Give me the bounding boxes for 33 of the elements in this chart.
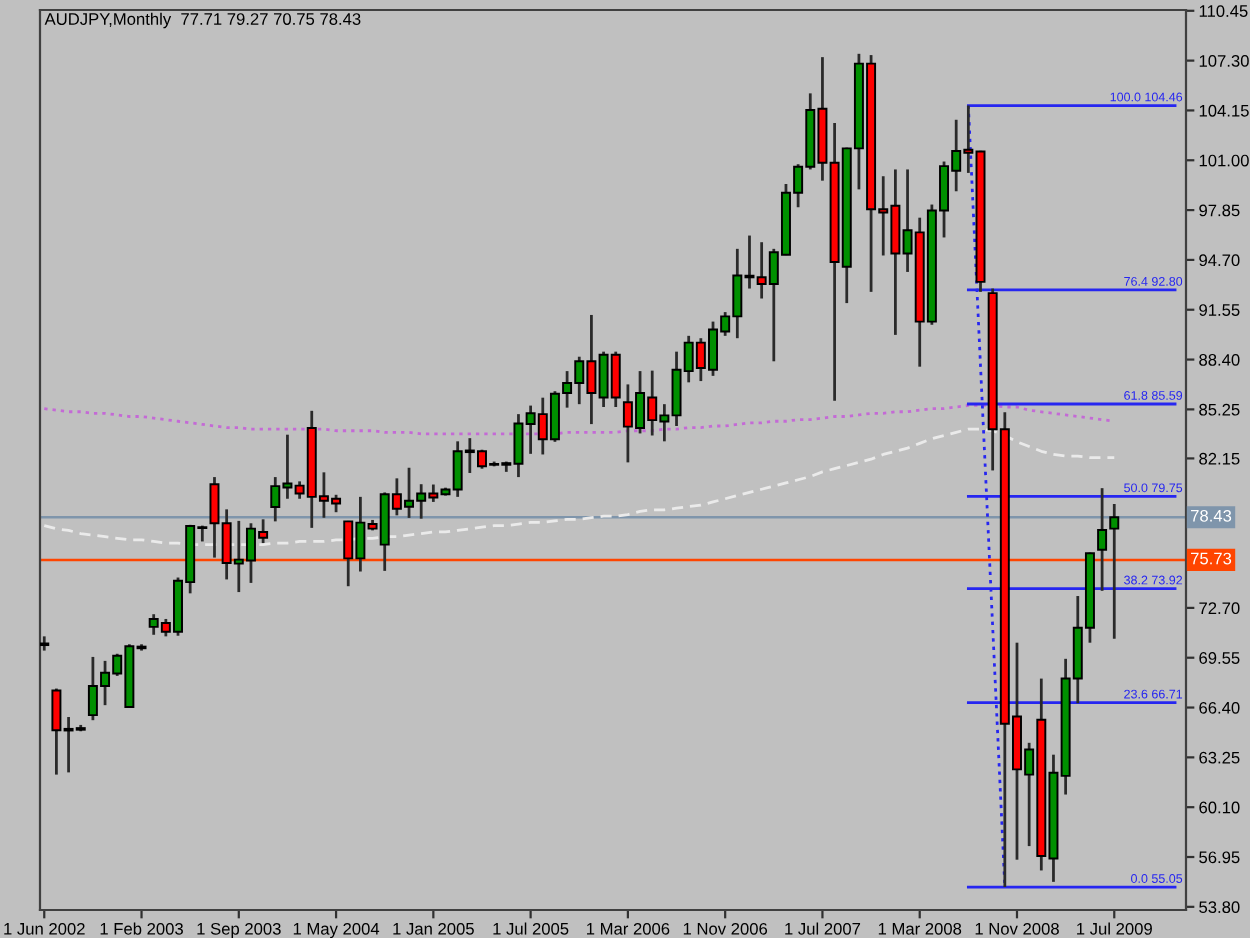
y-tick-label: 63.25 — [1199, 751, 1240, 764]
chart-title: AUDJPY,Monthly 77.71 79.27 70.75 78.43 — [44, 12, 361, 29]
y-tick-label: 104.15 — [1199, 104, 1249, 117]
x-tick-label: 1 Mar 2006 — [587, 922, 670, 935]
y-tick-label: 94.70 — [1199, 254, 1240, 267]
x-tick-label: 1 Feb 2003 — [100, 922, 183, 935]
y-tick-label: 101.00 — [1199, 154, 1249, 167]
x-tick-label: 1 Nov 2008 — [975, 922, 1059, 935]
y-tick-label: 82.15 — [1199, 452, 1240, 465]
y-tick-label: 97.85 — [1199, 204, 1240, 217]
y-tick-label: 107.30 — [1199, 55, 1249, 67]
y-tick-label: 69.55 — [1199, 652, 1240, 664]
x-tick-label: 1 Jun 2002 — [4, 922, 85, 935]
x-tick-label: 1 Jul 2007 — [785, 922, 861, 935]
x-tick-label: 1 Jan 2005 — [393, 922, 474, 935]
y-tick-label: 56.95 — [1199, 851, 1240, 864]
y-tick-label: 66.40 — [1199, 701, 1240, 714]
y-tick-label: 91.55 — [1199, 304, 1240, 316]
y-tick-label: 72.70 — [1199, 602, 1240, 615]
ref-line-label: 75.73 — [1191, 552, 1232, 565]
y-tick-label: 53.80 — [1199, 901, 1240, 914]
x-tick-label: 1 Mar 2008 — [878, 922, 962, 935]
candlestick — [40, 634, 50, 652]
x-tick-label: 1 Jul 2005 — [493, 922, 569, 935]
y-tick-label: 85.25 — [1199, 403, 1240, 416]
x-tick-label: 1 Sep 2003 — [197, 922, 281, 938]
y-tick-label: 110.45 — [1199, 5, 1248, 17]
ref-line-label: 78.43 — [1191, 509, 1232, 522]
y-tick-label: 60.10 — [1199, 801, 1240, 814]
x-tick-label: 1 May 2004 — [293, 922, 380, 938]
x-tick-label: 1 Nov 2006 — [683, 922, 768, 935]
x-tick-label: 1 Jul 2009 — [1077, 922, 1152, 935]
y-tick-label: 88.40 — [1199, 353, 1240, 366]
